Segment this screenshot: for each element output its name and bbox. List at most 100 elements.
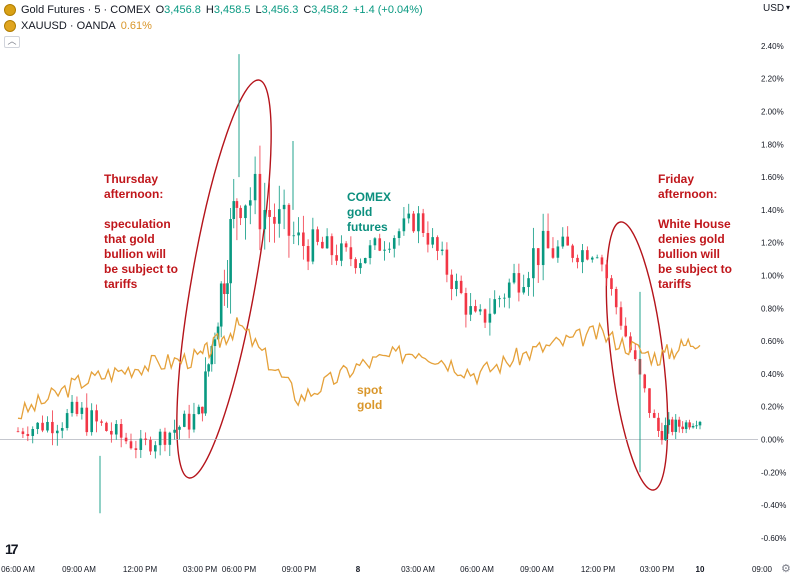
candle <box>483 308 487 329</box>
candle <box>90 403 93 436</box>
candle <box>388 242 391 253</box>
candle <box>674 414 678 440</box>
candle <box>378 233 382 252</box>
thursday-annotation: Thursday afternoon: speculation that gol… <box>104 172 179 291</box>
candle <box>204 357 207 416</box>
candle <box>417 206 420 244</box>
candle <box>124 432 128 445</box>
candle <box>455 273 458 297</box>
candle <box>517 263 521 302</box>
currency-label[interactable]: USD <box>763 3 785 14</box>
symbol1-legend[interactable]: Gold Futures · 5 · COMEX O3,456.8 H3,458… <box>4 2 423 18</box>
candle <box>643 373 647 393</box>
candle <box>561 227 565 249</box>
candle <box>586 246 589 261</box>
candle <box>75 396 79 417</box>
tradingview-logo[interactable]: 17 <box>5 541 19 557</box>
candle <box>248 187 252 225</box>
candle <box>21 427 25 439</box>
candle <box>65 408 69 431</box>
candle <box>100 419 103 426</box>
x-axis[interactable]: 06:00 AM 09:00 AM 12:00 PM 03:00 PM 06:00 PM… <box>1 565 772 574</box>
candle <box>60 422 64 439</box>
candle <box>527 271 530 296</box>
candle <box>657 412 660 438</box>
candle <box>316 226 319 246</box>
change-value: +1.4 (+0.04%) <box>353 4 423 16</box>
ohlc-close: C3,458.2 <box>303 4 348 16</box>
candle <box>459 275 463 295</box>
candle <box>297 217 300 246</box>
candle <box>648 388 651 418</box>
candle <box>684 420 688 434</box>
candle <box>321 236 324 249</box>
candle <box>392 235 396 258</box>
symbol2-legend[interactable]: XAUUSD · OANDA 0.61% <box>4 18 152 34</box>
candle <box>397 228 401 246</box>
candle <box>213 332 217 365</box>
candle <box>670 416 674 436</box>
candle <box>292 221 296 245</box>
candle <box>178 425 181 440</box>
candle <box>41 415 44 433</box>
candle <box>197 404 201 415</box>
comex-annotation: COMEX gold futures <box>347 190 392 234</box>
candle <box>450 269 453 301</box>
xauusd-icon <box>4 20 16 32</box>
candle <box>581 244 584 274</box>
candle <box>26 426 30 442</box>
candle <box>182 410 186 428</box>
x-tick-label: 09:00 PM <box>282 565 317 574</box>
candle <box>660 422 664 445</box>
friday-annotation: Friday afternoon: White House denies gol… <box>658 172 733 291</box>
candle <box>488 298 492 336</box>
y-tick-label: -0.60% <box>761 534 786 543</box>
candle <box>571 243 574 263</box>
candle <box>536 248 540 283</box>
currency-dropdown-icon[interactable]: ▾ <box>786 3 791 12</box>
candle <box>192 402 196 433</box>
x-tick-label: 06:00 AM <box>1 565 35 574</box>
candle <box>277 185 281 238</box>
candle <box>335 244 338 266</box>
x-tick-label: 09:00 <box>752 565 773 574</box>
x-tick-label: 03:00 PM <box>640 565 675 574</box>
candle <box>244 204 247 240</box>
candle <box>445 242 449 283</box>
candle <box>431 228 434 249</box>
candle <box>677 416 681 433</box>
y-tick-label: 0.40% <box>761 370 784 379</box>
candle <box>340 235 343 267</box>
candle <box>311 217 315 265</box>
spot-annotation: spot gold <box>357 383 383 412</box>
candle <box>163 427 167 452</box>
candle <box>273 203 276 243</box>
candle <box>426 221 430 253</box>
highlight-ellipses <box>176 79 669 491</box>
candle <box>605 260 609 286</box>
symbol2-name: XAUUSD · OANDA <box>21 20 116 32</box>
y-tick-label: 0.80% <box>761 304 784 313</box>
candle <box>667 412 671 434</box>
candle <box>619 301 623 330</box>
candle <box>412 211 415 233</box>
symbol1-name: Gold Futures · 5 · COMEX <box>21 4 151 16</box>
candle <box>173 419 176 440</box>
candle <box>253 156 257 215</box>
x-tick-label: 8 <box>356 565 361 574</box>
candle <box>31 426 35 444</box>
x-tick-label: 03:00 PM <box>183 565 218 574</box>
candle <box>493 290 497 315</box>
chevron-up-icon[interactable]: ︿ <box>4 36 20 48</box>
candle <box>652 409 656 419</box>
candle <box>698 420 702 430</box>
candle <box>85 393 89 436</box>
y-axis[interactable]: 2.40% 2.20% 2.00% 1.80% 1.60% 1.40% 1.20% 1.00%… <box>761 42 786 543</box>
candle <box>56 424 59 446</box>
candle <box>436 235 439 261</box>
x-tick-label: 06:00 PM <box>222 565 257 574</box>
candle <box>223 269 226 306</box>
candle <box>80 402 84 420</box>
settings-icon[interactable]: ⚙ <box>781 563 791 575</box>
